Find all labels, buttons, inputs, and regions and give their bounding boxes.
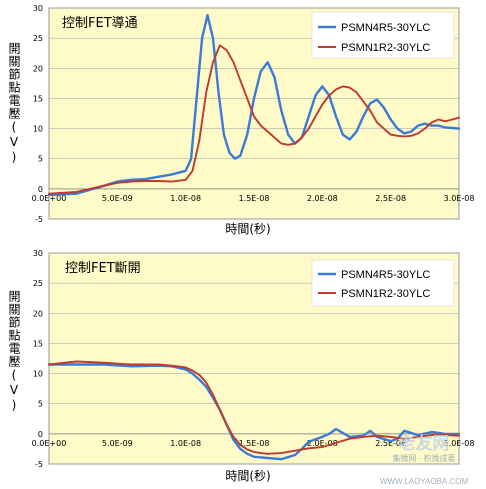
series-line-2 — [48, 44, 460, 195]
x-tick-label: 1.5E-08 — [239, 194, 270, 203]
chart-panel-turn-on: -5 0 5 10 15 20 25 30 0.0E+00 5.0E-09 1.0E-08 1.5E… — [7, 4, 474, 236]
chart-title: 控制FET斷開 — [65, 261, 141, 276]
series-lines — [47, 360, 461, 461]
x-tick-label: 2.0E-08 — [307, 194, 338, 203]
y-tick-label: -5 — [35, 460, 43, 469]
y-axis-label: 開關節點電壓(V) — [7, 42, 21, 165]
y-tick-label: 10 — [33, 370, 43, 379]
y-tick-label: -5 — [35, 215, 43, 224]
legend-box — [311, 259, 455, 307]
chart-panel-turn-off: -5 0 5 10 15 20 25 30 0.0E+00 5.0E-09 1.0E-08 1.5E… — [7, 249, 474, 483]
y-tick-label: 25 — [33, 34, 43, 43]
legend: PSMN4R5-30YLC PSMN1R2-30YLC — [311, 11, 455, 59]
y-tick-label: 0 — [38, 185, 43, 194]
y-axis-label: 開關節點電壓(V) — [7, 290, 21, 413]
watermark-brand: 老友网 — [398, 433, 450, 454]
x-tick-label: 1.5E-08 — [239, 439, 270, 448]
chart-title: 控制FET導通 — [62, 16, 138, 31]
y-tick-label: 15 — [33, 339, 43, 348]
series-lines — [47, 14, 461, 197]
x-tick-labels: 0.0E+00 5.0E-09 1.0E-08 1.5E-08 2.0E-08 2.5E-… — [32, 439, 475, 448]
x-tick-label: 2.5E-08 — [375, 194, 406, 203]
watermark-tagline: 集微网 · 积微成著 — [392, 453, 455, 463]
legend: PSMN4R5-30YLC PSMN1R2-30YLC — [311, 259, 455, 307]
legend-label-series-2: PSMN1R2-30YLC — [341, 42, 430, 54]
legend-label-series-1: PSMN4R5-30YLC — [341, 269, 430, 281]
x-tick-label: 5.0E-09 — [102, 194, 133, 203]
series-line-1 — [47, 363, 461, 461]
x-tick-label: 0.0E+00 — [32, 194, 67, 203]
x-tick-label: 5.0E-09 — [102, 439, 133, 448]
y-tick-labels: -5 0 5 10 15 20 25 30 — [33, 4, 43, 224]
watermark: 老友网 集微网 · 积微成著 WWW.LAOYAOBA.COM — [380, 433, 469, 486]
legend-label-series-2: PSMN1R2-30YLC — [341, 288, 430, 300]
y-tick-label: 5 — [38, 400, 43, 409]
x-axis-label: 時間(秒) — [225, 469, 270, 483]
series-line-1 — [47, 14, 461, 197]
x-tick-label: 1.0E-08 — [170, 194, 201, 203]
x-tick-label: 3.0E-08 — [444, 194, 475, 203]
y-tick-label: 30 — [33, 4, 43, 13]
x-tick-label: 2.0E-08 — [307, 439, 338, 448]
y-tick-label: 20 — [33, 309, 43, 318]
legend-box — [311, 11, 455, 59]
y-tick-label: 20 — [33, 64, 43, 73]
x-tick-label: 0.0E+00 — [32, 439, 67, 448]
y-tick-label: 30 — [33, 249, 43, 258]
x-tick-label: 3.0E-08 — [444, 439, 475, 448]
x-tick-label: 2.5E-08 — [375, 439, 406, 448]
y-tick-labels: -5 0 5 10 15 20 25 30 — [33, 249, 43, 469]
x-tick-labels: 0.0E+00 5.0E-09 1.0E-08 1.5E-08 2.0E-08 2.5E-… — [32, 194, 475, 203]
y-tick-label: 25 — [33, 279, 43, 288]
y-tick-label: 0 — [38, 430, 43, 439]
y-tick-label: 15 — [33, 94, 43, 103]
x-tick-label: 1.0E-08 — [170, 439, 201, 448]
y-tick-label: 5 — [38, 155, 43, 164]
legend-label-series-1: PSMN4R5-30YLC — [341, 22, 430, 34]
watermark-url: WWW.LAOYAOBA.COM — [380, 477, 469, 486]
y-tick-label: 10 — [33, 125, 43, 134]
x-axis-label: 時間(秒) — [225, 222, 270, 236]
series-line-2 — [48, 360, 460, 455]
